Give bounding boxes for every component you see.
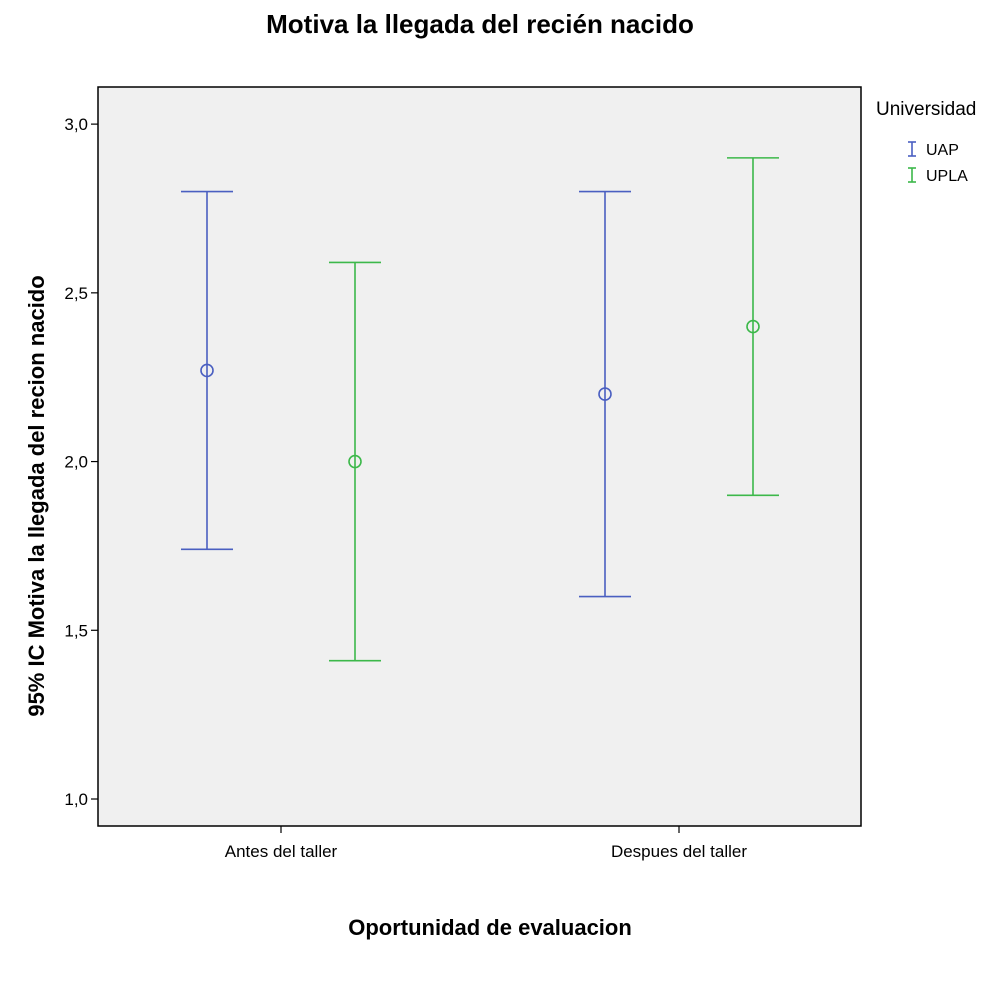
x-tick-label: Despues del taller bbox=[611, 842, 747, 861]
mean-marker bbox=[598, 387, 612, 401]
legend-title: Universidad bbox=[876, 99, 976, 120]
mean-marker bbox=[348, 454, 362, 469]
error-bar-upla-antes bbox=[329, 261, 381, 662]
y-axis: 1,0 1,5 2,0 2,5 3,0 bbox=[64, 115, 98, 809]
legend-item-uap: UAP bbox=[908, 141, 959, 159]
x-tick-label: Antes del taller bbox=[225, 842, 338, 861]
legend-label: UAP bbox=[926, 142, 959, 159]
chart-title: Motiva la llegada del recién nacido bbox=[266, 9, 694, 39]
x-axis-title: Oportunidad de evaluacion bbox=[348, 915, 632, 940]
y-tick-label: 1,0 bbox=[64, 790, 88, 809]
legend-item-upla: UPLA bbox=[908, 167, 968, 185]
mean-marker bbox=[200, 363, 214, 378]
y-tick-label: 3,0 bbox=[64, 115, 88, 134]
plot-area bbox=[97, 86, 862, 827]
error-bar-uap-despues bbox=[579, 190, 631, 598]
error-bar-uap-antes bbox=[181, 190, 233, 551]
x-axis: Antes del taller Despues del taller bbox=[225, 826, 747, 861]
legend-label: UPLA bbox=[926, 168, 968, 185]
y-tick-label: 2,0 bbox=[64, 453, 88, 472]
legend: Universidad UAP UPLA bbox=[876, 99, 976, 185]
series-layer bbox=[181, 157, 779, 662]
y-tick-label: 2,5 bbox=[64, 284, 88, 303]
mean-marker bbox=[746, 319, 760, 334]
error-bar-upla-despues bbox=[727, 157, 779, 497]
y-tick-label: 1,5 bbox=[64, 621, 88, 640]
y-axis-title: 95% IC Motiva la llegada del recion naci… bbox=[24, 275, 49, 716]
